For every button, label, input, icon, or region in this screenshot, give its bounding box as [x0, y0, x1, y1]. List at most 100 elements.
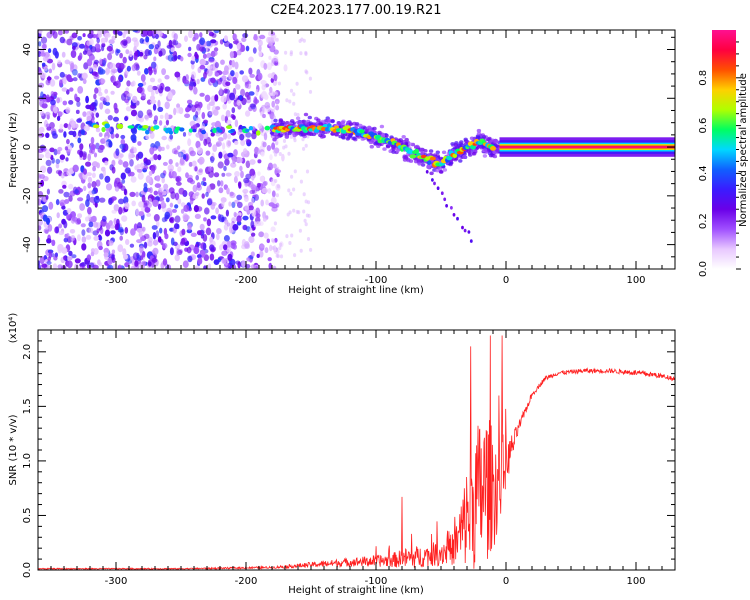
noise-cell: [43, 228, 49, 234]
ridge-halo: [326, 118, 331, 122]
noise-cell: [251, 197, 255, 204]
noise-cell: [275, 100, 279, 105]
noise-cell: [220, 95, 227, 103]
noise-cell: [254, 97, 258, 105]
y-tick-label: -40: [22, 236, 33, 252]
noise-cell: [59, 36, 65, 44]
noise-cell: [249, 159, 256, 165]
noise-cell: [92, 166, 96, 172]
noise-cell: [117, 31, 123, 36]
noise-cell: [270, 119, 274, 124]
noise-cell: [120, 134, 126, 140]
noise-cell: [260, 80, 267, 85]
noise-cell: [99, 227, 104, 235]
noise-cell: [209, 244, 215, 251]
noise-cell: [102, 59, 106, 67]
noise-cell: [173, 107, 177, 116]
noise-cell: [196, 241, 201, 246]
noise-cell: [290, 233, 294, 238]
noise-cell: [177, 166, 182, 173]
noise-cell: [68, 183, 74, 190]
ridge-tail: [456, 216, 459, 221]
noise-cell: [269, 86, 273, 93]
ridge-halo: [369, 144, 374, 149]
noise-cell: [151, 61, 157, 69]
noise-cell: [226, 240, 232, 249]
noise-cell: [38, 51, 42, 57]
noise-cell: [306, 200, 311, 205]
noise-cell: [245, 132, 252, 138]
y-tick-label: 0.0: [22, 562, 33, 578]
noise-cell: [168, 158, 173, 165]
noise-cell: [295, 81, 299, 86]
colorbar-label: Normalized spectral amplitude: [738, 73, 749, 227]
noise-cell: [82, 111, 87, 117]
noise-cell: [309, 247, 313, 252]
noise-cell: [104, 32, 111, 38]
ridge-tail: [445, 204, 448, 208]
noise-cell: [292, 101, 296, 106]
noise-cell: [42, 214, 48, 222]
noise-cell: [165, 119, 169, 126]
noise-cell: [214, 72, 220, 77]
noise-cell: [92, 221, 99, 228]
noise-cell: [249, 103, 256, 108]
noise-cell: [226, 139, 232, 148]
noise-cell: [155, 230, 160, 238]
x-tick-label: -100: [365, 576, 388, 587]
noise-cell: [304, 143, 308, 148]
noise-cell: [74, 189, 79, 194]
noise-cell: [136, 239, 143, 244]
noise-cell: [293, 253, 297, 258]
ridge-halo: [362, 126, 368, 130]
ridge-halo: [488, 153, 494, 158]
noise-cell: [107, 115, 113, 121]
noise-cell: [45, 123, 51, 128]
noise-cell: [56, 115, 61, 121]
noise-cell: [178, 187, 185, 195]
noise-cell: [38, 236, 41, 244]
noise-cell: [126, 80, 131, 87]
noise-cell: [207, 30, 212, 34]
noise-cell: [149, 146, 155, 155]
noise-cell: [206, 185, 211, 194]
noise-cell: [267, 166, 271, 171]
noise-cell: [233, 211, 237, 218]
noise-cell: [101, 45, 105, 52]
noise-cell: [299, 51, 303, 56]
noise-cell: [208, 166, 212, 172]
noise-cell: [72, 130, 77, 138]
noise-cell: [214, 94, 219, 102]
noise-cell: [249, 73, 255, 78]
noise-cell: [134, 50, 139, 57]
noise-cell: [245, 110, 251, 117]
noise-cell: [76, 101, 81, 107]
noise-cell: [145, 175, 152, 184]
ridge-halo: [379, 124, 385, 129]
ridge-cell: [168, 130, 173, 135]
noise-cell: [87, 206, 92, 215]
noise-cell: [85, 216, 90, 222]
noise-cell: [162, 161, 168, 166]
noise-cell: [196, 78, 200, 85]
noise-cell: [180, 208, 185, 214]
ridge-halo: [380, 133, 386, 138]
noise-cell: [222, 142, 226, 150]
y-tick-label: 1.0: [22, 453, 33, 469]
noise-cell: [111, 209, 117, 214]
noise-cell: [269, 154, 273, 161]
noise-cell: [231, 201, 236, 208]
noise-cell: [131, 80, 136, 87]
noise-cell: [124, 227, 129, 234]
noise-cell: [179, 157, 185, 166]
ridge-cell: [116, 123, 124, 129]
noise-cell: [89, 38, 94, 46]
noise-cell: [258, 45, 262, 52]
noise-cell: [236, 99, 241, 106]
noise-cell: [63, 76, 67, 85]
noise-cell: [262, 141, 267, 148]
noise-cell: [164, 101, 170, 110]
noise-cell: [126, 65, 131, 72]
noise-cell: [164, 211, 171, 219]
noise-cell: [210, 215, 217, 220]
